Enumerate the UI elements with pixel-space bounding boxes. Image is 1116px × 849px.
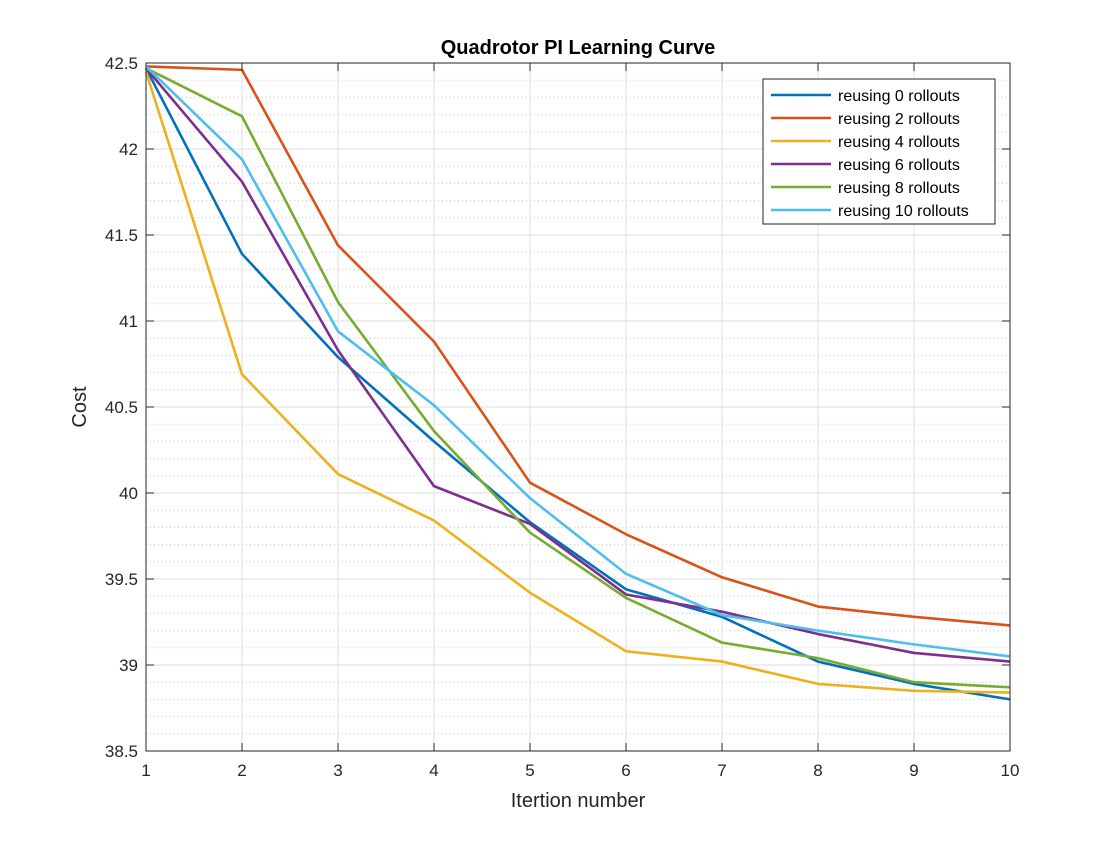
x-tick-label: 8 bbox=[813, 761, 822, 780]
series-line bbox=[145, 65, 1011, 627]
series-line bbox=[144, 71, 1011, 694]
series-line bbox=[144, 67, 1011, 701]
x-tick-label: 7 bbox=[717, 761, 726, 780]
legend-label: reusing 2 rollouts bbox=[838, 111, 960, 128]
legend: reusing 0 rollouts reusing 2 rollouts reus… bbox=[762, 78, 996, 225]
x-tick-label: 9 bbox=[909, 761, 918, 780]
series-lines bbox=[144, 65, 1011, 701]
x-axis-title: Itertion number bbox=[511, 790, 646, 812]
y-axis-title: Cost bbox=[69, 386, 91, 428]
y-tick-label: 38.5 bbox=[105, 742, 138, 761]
legend-label: reusing 8 rollouts bbox=[838, 180, 960, 197]
x-tick-label: 1 bbox=[141, 761, 150, 780]
y-tick-label: 40 bbox=[119, 484, 138, 503]
series-line bbox=[145, 65, 1011, 658]
ticks: 38.5 39 39.5 40 40.5 41 41.5 42 42.5 1 2 3 4 5 6 7 8 9 10 bbox=[105, 54, 1020, 780]
x-tick-label: 2 bbox=[237, 761, 246, 780]
grid bbox=[145, 62, 1011, 752]
y-tick-label: 40.5 bbox=[105, 398, 138, 417]
y-tick-label: 41 bbox=[119, 312, 138, 331]
series-line bbox=[145, 66, 1011, 689]
legend-label: reusing 10 rollouts bbox=[838, 203, 969, 220]
y-tick-label: 39.5 bbox=[105, 570, 138, 589]
x-tick-label: 10 bbox=[1001, 761, 1020, 780]
chart-title: Quadrotor PI Learning Curve bbox=[441, 37, 715, 59]
legend-box bbox=[762, 78, 996, 225]
x-tick-label: 6 bbox=[621, 761, 630, 780]
legend-label: reusing 6 rollouts bbox=[838, 157, 960, 174]
legend-label: reusing 4 rollouts bbox=[838, 134, 960, 151]
y-tick-label: 41.5 bbox=[105, 226, 138, 245]
legend-label: reusing 0 rollouts bbox=[838, 88, 960, 105]
x-tick-label: 3 bbox=[333, 761, 342, 780]
y-tick-label: 39 bbox=[119, 656, 138, 675]
x-tick-label: 4 bbox=[429, 761, 438, 780]
series-line bbox=[145, 67, 1011, 663]
y-tick-label: 42 bbox=[119, 140, 138, 159]
y-tick-label: 42.5 bbox=[105, 54, 138, 73]
x-tick-label: 5 bbox=[525, 761, 534, 780]
